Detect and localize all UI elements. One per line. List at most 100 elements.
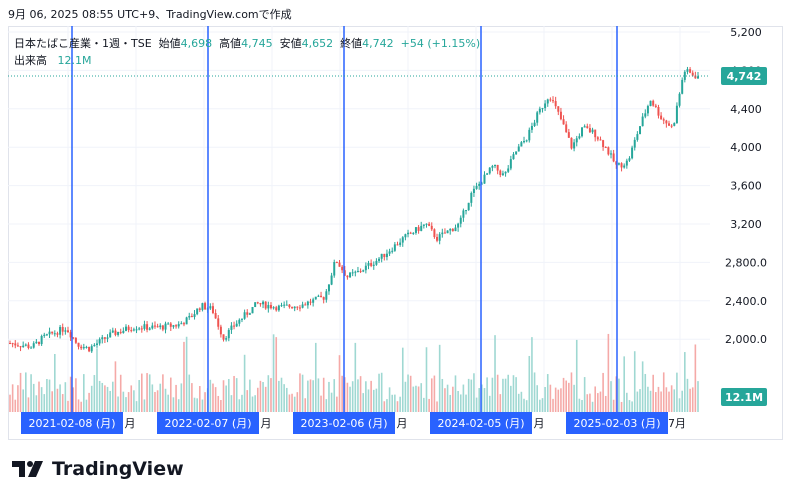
volume-bar	[169, 377, 172, 412]
candle-body	[298, 307, 301, 309]
candle-body	[422, 224, 425, 226]
candle-body	[306, 301, 309, 306]
volume-bar	[280, 377, 283, 412]
candle-body	[559, 111, 562, 120]
candle-body	[591, 129, 594, 133]
date-marker-box	[566, 412, 668, 434]
candle-body	[43, 334, 46, 336]
volume-bar	[520, 391, 523, 412]
volume-bar	[328, 381, 330, 412]
volume-bar	[162, 374, 164, 412]
volume-bar	[67, 400, 69, 412]
candle-body	[90, 346, 93, 352]
volume-bar	[676, 372, 678, 412]
candle-body	[256, 302, 259, 304]
date-marker-label: 2023-02-06 (月)	[300, 417, 387, 430]
candle-body	[370, 263, 373, 266]
candle-body	[175, 325, 178, 327]
volume-bar	[9, 394, 11, 412]
candle-body	[309, 301, 312, 303]
candle-body	[649, 100, 652, 107]
candle-body	[314, 296, 317, 300]
candle-body	[354, 271, 357, 273]
volume-bar	[678, 398, 681, 412]
volume-bar	[293, 396, 296, 412]
volume-bar	[175, 384, 177, 412]
candle-body	[111, 330, 114, 333]
candle-body	[267, 305, 270, 309]
volume-bar	[623, 356, 625, 412]
volume-bar	[135, 401, 138, 412]
volume-bar	[372, 389, 375, 412]
candle-body	[691, 72, 694, 76]
candle-body	[327, 284, 330, 292]
volume-bar	[127, 392, 130, 412]
candle-body	[346, 275, 349, 278]
volume-bar	[604, 395, 607, 412]
volume-bar	[591, 401, 594, 412]
volume-bar	[583, 377, 586, 412]
candle-body	[124, 326, 127, 331]
volume-bar	[517, 393, 520, 412]
volume-bar	[523, 398, 525, 412]
close-label: 終値	[340, 37, 363, 50]
candle-body	[536, 112, 539, 123]
candle-body	[283, 304, 286, 306]
candle-body	[528, 129, 531, 141]
volume-bar	[220, 399, 222, 412]
volume-bar	[499, 394, 502, 412]
candle-body	[69, 332, 72, 338]
candle-body	[364, 265, 367, 271]
volume-bar	[185, 336, 188, 412]
candle-body	[343, 270, 346, 276]
candle-body	[552, 100, 555, 102]
volume-bar	[243, 354, 246, 412]
candle-body	[567, 132, 570, 138]
date-marker-label: 2021-02-08 (月)	[28, 417, 115, 430]
tradingview-logo[interactable]: TradingView	[12, 458, 184, 480]
volume-bar	[449, 394, 452, 412]
volume-bar	[38, 381, 40, 412]
candle-body	[117, 331, 120, 335]
volume-bar	[64, 382, 67, 412]
volume-bar	[222, 380, 225, 412]
date-marker-lines	[71, 26, 618, 412]
candle-body	[101, 337, 104, 340]
candle-body	[425, 223, 428, 225]
candle-body	[554, 101, 557, 107]
candle-body	[262, 301, 265, 305]
candle-body	[628, 158, 631, 161]
candle-body	[428, 223, 431, 226]
volume-bar	[59, 384, 61, 412]
y-tick-label: 3,200	[730, 218, 762, 231]
candle-body	[602, 140, 605, 148]
y-tick-label: 2,400.0	[725, 295, 767, 308]
y-tick-label: 5,200	[730, 26, 762, 39]
candle-body	[625, 160, 628, 166]
volume-bars	[9, 333, 699, 412]
candle-body	[140, 328, 143, 330]
candle-body	[483, 174, 486, 184]
volume-bar	[188, 374, 191, 412]
candle-body	[132, 329, 135, 331]
price-chart[interactable]: 5,2004,8004,4004,0003,6003,2002,800.02,4…	[8, 26, 783, 440]
candle-body	[538, 108, 541, 113]
candle-body	[530, 126, 533, 130]
candle-body	[172, 325, 175, 327]
candle-body	[251, 307, 254, 314]
volume-bar	[649, 390, 652, 412]
x-axis: 2021-02-08 (月) 月 2022-02-07 (月) 月 2023-02-06…	[21, 412, 686, 434]
candle-body	[280, 305, 283, 307]
volume-bar	[504, 378, 507, 412]
volume-bar	[43, 394, 46, 412]
candle-body	[143, 324, 146, 329]
candle-body	[686, 69, 689, 72]
volume-bar	[612, 399, 615, 412]
candle-body	[275, 307, 278, 311]
candle-body	[475, 185, 478, 189]
candle-body	[204, 303, 207, 310]
volume-bar	[694, 344, 697, 412]
volume-bar	[320, 395, 322, 412]
volume-bar	[156, 390, 159, 412]
candle-body	[167, 323, 170, 325]
